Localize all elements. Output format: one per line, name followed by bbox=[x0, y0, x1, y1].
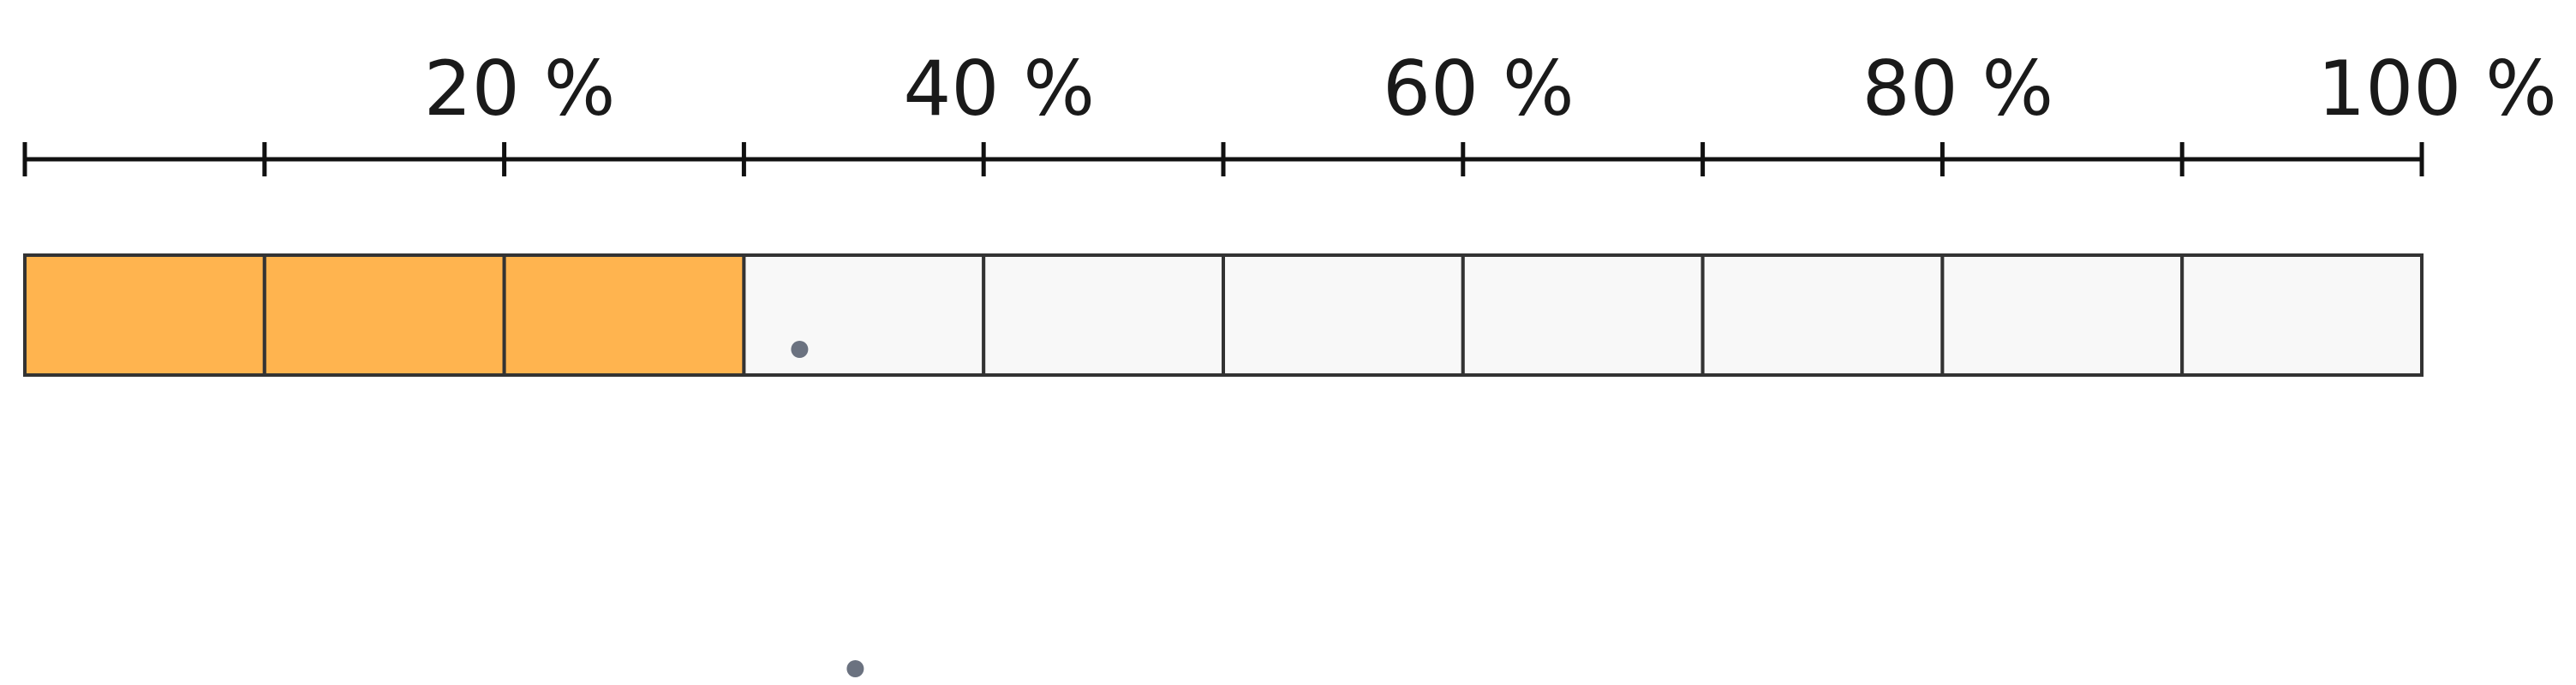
bar-cell-empty bbox=[1700, 253, 1945, 377]
markers bbox=[791, 341, 864, 677]
percent-axis bbox=[22, 142, 2424, 176]
bar-cell-empty bbox=[1461, 253, 1705, 377]
bar-cell-filled bbox=[23, 253, 266, 377]
axis-tick-label: 20 % bbox=[424, 45, 616, 133]
axis-tick-label: 100 % bbox=[2317, 45, 2557, 133]
segmented-bar bbox=[23, 253, 2424, 377]
axis-tick-label: 80 % bbox=[1862, 45, 2054, 133]
bar-cell-empty bbox=[1940, 253, 2185, 377]
bar-cell-empty bbox=[742, 253, 986, 377]
axis-tick-label: 60 % bbox=[1383, 45, 1575, 133]
bar-cell-empty bbox=[2180, 253, 2424, 377]
marker-dot-1 bbox=[791, 341, 809, 358]
bar-cell-empty bbox=[1222, 253, 1465, 377]
axis-tick-labels: 20 % 40 % 60 % 80 % 100 % bbox=[424, 45, 2557, 133]
bar-cell-empty bbox=[982, 253, 1225, 377]
bar-cell-filled bbox=[262, 253, 506, 377]
bar-cell-filled bbox=[502, 253, 746, 377]
marker-dot-2 bbox=[846, 660, 864, 677]
axis-tick-label: 40 % bbox=[903, 45, 1095, 133]
